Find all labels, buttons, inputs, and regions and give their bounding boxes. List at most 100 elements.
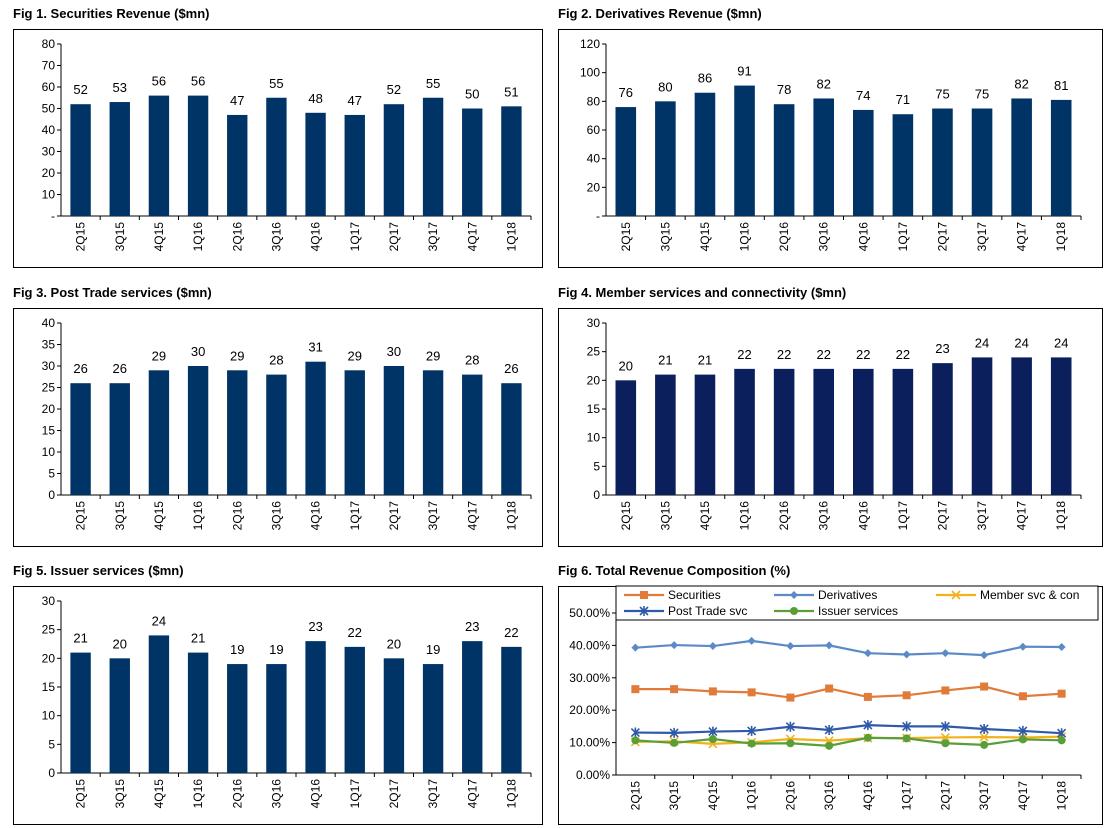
point <box>670 685 679 694</box>
x-tick-label: 4Q15 <box>706 781 720 811</box>
data-label: 31 <box>308 340 322 355</box>
x-tick-label: 2Q15 <box>619 222 633 252</box>
data-label: 29 <box>230 348 244 363</box>
x-tick-label: 2Q16 <box>777 222 791 252</box>
point <box>941 649 950 658</box>
data-label: 22 <box>504 625 518 640</box>
point <box>631 736 640 745</box>
x-tick-label: 1Q18 <box>504 501 518 531</box>
point <box>631 685 640 694</box>
bar <box>655 101 676 216</box>
data-label: 23 <box>935 341 949 356</box>
point <box>786 693 795 702</box>
data-label: 56 <box>191 74 205 89</box>
y-tick-label: 20 <box>587 180 601 194</box>
bar <box>971 108 993 216</box>
series-line <box>635 736 1062 747</box>
x-tick-label: 2Q15 <box>74 501 88 531</box>
y-tick-label: 20.00% <box>569 703 610 717</box>
y-tick-label: 120 <box>580 37 600 51</box>
data-label: 86 <box>698 71 712 86</box>
y-tick-label: 20 <box>42 166 56 180</box>
x-tick-label: 1Q18 <box>504 779 518 809</box>
data-label: 81 <box>1054 78 1068 93</box>
bar <box>462 374 483 495</box>
y-tick-label: 15 <box>42 680 56 694</box>
point <box>786 642 795 651</box>
x-tick-label: 2Q17 <box>935 222 949 252</box>
x-tick-label: 3Q15 <box>113 222 127 252</box>
x-tick-label: 2Q17 <box>387 779 401 809</box>
chart-plot-area: 0 5 10 15 20 25 30 20 2Q15 21 3Q15 21 4Q15 22 1Q16 22 2Q… <box>558 308 1103 547</box>
y-tick-label: 25 <box>587 345 601 359</box>
point <box>863 692 872 701</box>
x-tick-label: 1Q17 <box>900 781 914 811</box>
x-tick-label: 2Q17 <box>935 501 949 531</box>
x-tick-label: 4Q15 <box>698 222 712 252</box>
bar <box>773 368 795 495</box>
series-line <box>635 639 1062 657</box>
x-tick-label: 3Q15 <box>667 781 681 811</box>
chart-title: Fig 5. Issuer services ($mn) <box>13 563 184 578</box>
point <box>1057 736 1066 745</box>
x-tick-label: 1Q17 <box>348 779 362 809</box>
data-label: 28 <box>465 353 479 368</box>
bar <box>462 108 483 216</box>
x-tick-label: 3Q16 <box>269 222 283 252</box>
bar <box>813 368 834 495</box>
bar <box>773 104 795 216</box>
y-tick-label: 50 <box>42 102 56 116</box>
data-label: 50 <box>465 87 479 102</box>
bar <box>109 383 130 495</box>
point <box>979 723 989 734</box>
y-tick-label: 5 <box>48 737 55 751</box>
point <box>824 724 834 735</box>
x-tick-label: 1Q17 <box>348 222 362 252</box>
point <box>708 735 717 744</box>
legend-label: Issuer services <box>818 604 898 618</box>
bar <box>422 97 444 216</box>
point <box>980 740 989 749</box>
data-label: 21 <box>73 631 87 646</box>
y-tick-label: 15 <box>42 424 56 438</box>
point <box>640 591 648 599</box>
x-tick-label: 1Q18 <box>1054 222 1068 252</box>
x-tick-label: 4Q16 <box>861 781 875 811</box>
data-label: 56 <box>152 74 166 89</box>
data-label: 76 <box>619 85 633 100</box>
data-label: 26 <box>73 361 87 376</box>
point <box>902 721 912 732</box>
point <box>825 641 834 650</box>
point <box>863 733 872 742</box>
y-tick-label: 10 <box>42 445 56 459</box>
bar <box>734 85 755 216</box>
y-tick-label: 25 <box>42 381 56 395</box>
bar <box>383 104 405 216</box>
y-tick-label: 15 <box>587 402 601 416</box>
bar <box>148 370 170 495</box>
data-label: 91 <box>737 64 751 79</box>
data-label: 75 <box>935 87 949 102</box>
data-label: 19 <box>426 642 440 657</box>
y-tick-label: 30.00% <box>569 671 610 685</box>
data-label: 55 <box>426 76 440 91</box>
x-tick-label: 2Q16 <box>783 781 797 811</box>
point <box>941 686 950 695</box>
point <box>825 741 834 750</box>
chart-title: Fig 1. Securities Revenue ($mn) <box>13 6 210 21</box>
bar <box>1050 357 1072 495</box>
bar <box>70 104 91 216</box>
x-tick-label: 4Q15 <box>152 779 166 809</box>
x-tick-label: 1Q18 <box>504 222 518 252</box>
data-label: 20 <box>619 358 633 373</box>
data-label: 22 <box>737 347 751 362</box>
bar <box>734 368 755 495</box>
x-tick-label: 4Q16 <box>856 222 870 252</box>
chart-issuer-services: Fig 5. Issuer services ($mn) 0 5 10 15 20 25 3… <box>13 563 543 825</box>
y-tick-label: 0.00% <box>576 768 610 782</box>
x-tick-label: 4Q17 <box>1016 781 1030 811</box>
y-tick-label: 20 <box>42 402 56 416</box>
data-label: 74 <box>856 88 870 103</box>
x-tick-label: 2Q16 <box>230 222 244 252</box>
data-label: 51 <box>504 84 518 99</box>
